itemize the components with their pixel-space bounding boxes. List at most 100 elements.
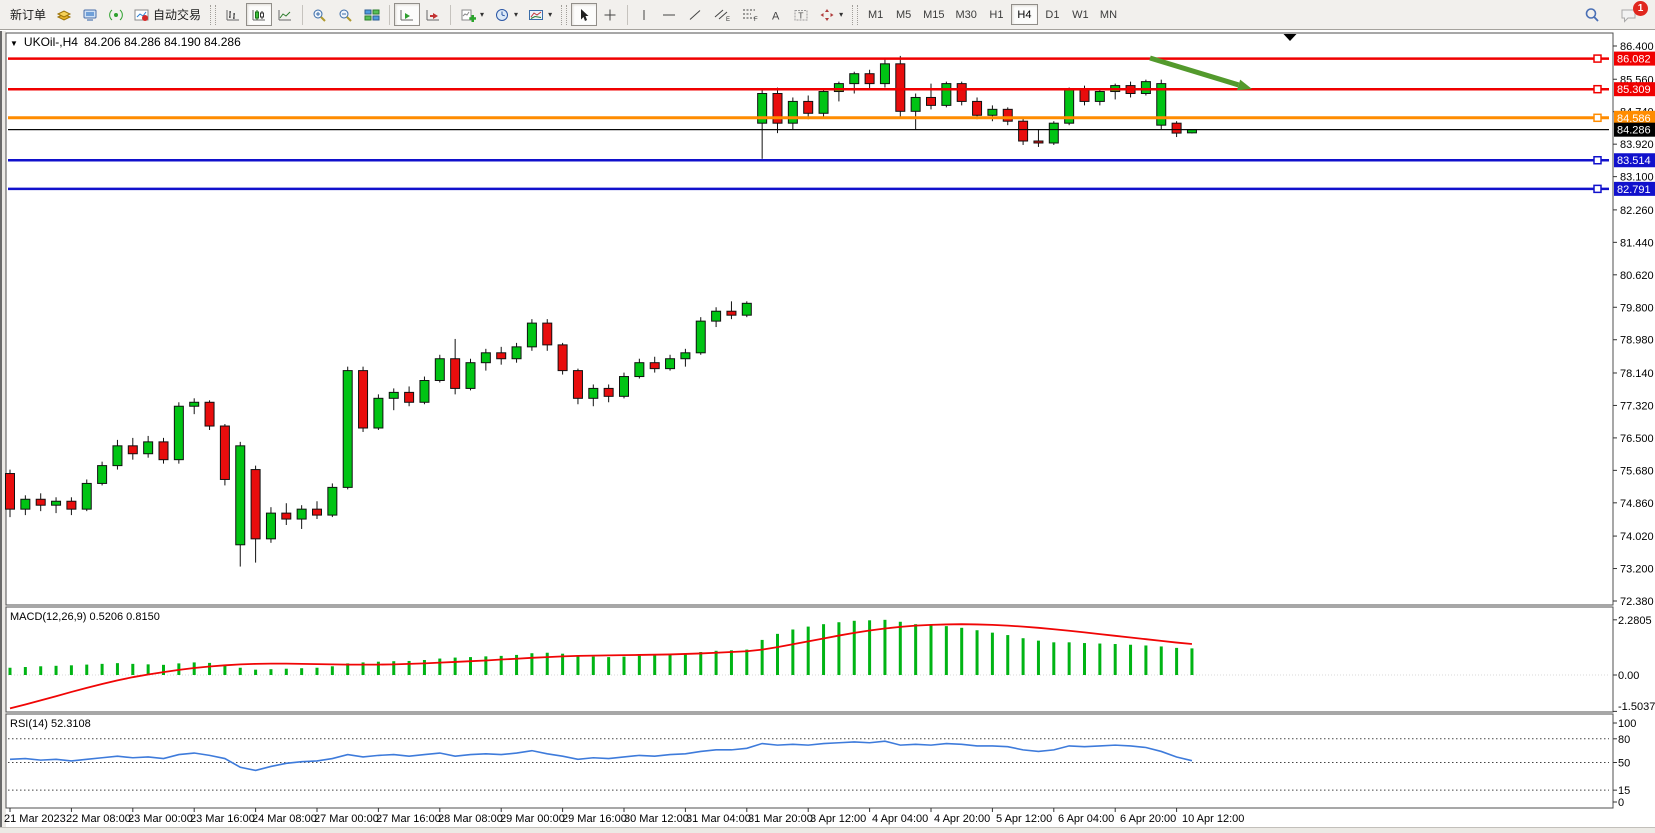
trendline-button[interactable] [682, 3, 708, 26]
candle [941, 83, 952, 106]
candle [695, 320, 706, 354]
macd-bar [115, 663, 119, 675]
timeframe-button-M5[interactable]: M5 [890, 4, 917, 25]
zoom-in-button[interactable] [307, 3, 333, 26]
bar-chart-icon [225, 8, 241, 22]
candle [603, 387, 614, 397]
time-axis-label: 3 Apr 12:00 [810, 813, 866, 825]
timeframe-button-M1[interactable]: M1 [862, 4, 889, 25]
zoom-out-button[interactable] [333, 3, 359, 26]
timeframe-button-H1[interactable]: H1 [983, 4, 1010, 25]
bar-chart-button[interactable] [220, 3, 246, 26]
gold-bars-button[interactable] [51, 3, 77, 26]
signals-button[interactable] [103, 3, 129, 26]
macd-bar [975, 630, 979, 675]
line-chart-button[interactable] [272, 3, 298, 26]
zoom-in-icon [312, 8, 328, 22]
macd-bar [131, 663, 135, 675]
auto-scroll-button[interactable] [394, 3, 421, 26]
horizontal-line-button[interactable] [656, 3, 682, 26]
macd-bar [1006, 635, 1010, 675]
text-button[interactable]: A [764, 3, 788, 26]
periods-button[interactable]: ▾ [489, 3, 523, 26]
notifications-button[interactable]: 1 [1614, 1, 1648, 26]
chevron-down-icon: ▾ [480, 10, 485, 19]
macd-bar [944, 626, 948, 675]
timeframe-button-M15[interactable]: M15 [918, 4, 949, 25]
autotrading-button[interactable]: 自动交易 [129, 3, 206, 26]
equidistant-channel-button[interactable]: E [708, 3, 736, 26]
time-axis-label: 22 Mar 08:00 [66, 813, 131, 825]
search-button[interactable] [1578, 3, 1606, 26]
auto-scroll-icon [399, 8, 415, 22]
macd-bar [668, 654, 672, 675]
symbol-period-label: UKOil-,H4 [23, 35, 78, 49]
macd-bar [1113, 644, 1117, 675]
templates-button[interactable]: ▾ [523, 3, 557, 26]
level-line-anchor [1593, 113, 1602, 123]
candle [864, 73, 875, 85]
candle [1002, 108, 1013, 122]
candlestick-icon [251, 8, 267, 22]
new-order-button[interactable]: 新订单 [5, 3, 51, 26]
fibonacci-icon: F [741, 7, 759, 22]
candlestick-chart-button[interactable] [246, 3, 273, 26]
time-axis-label: 27 Mar 16:00 [376, 813, 441, 825]
macd-bar [637, 655, 641, 675]
chart-shift-button[interactable] [420, 3, 446, 26]
macd-bar [223, 664, 227, 675]
svg-text:E: E [726, 17, 730, 22]
cursor-icon [576, 8, 592, 22]
toolbar-grip [561, 4, 568, 25]
macd-axis-label: 2.2805 [1618, 615, 1652, 627]
candle [1079, 89, 1090, 102]
candle [235, 445, 246, 546]
macd-bar [898, 621, 902, 675]
time-axis-label: 31 Mar 04:00 [686, 813, 751, 825]
price-label-box [1614, 110, 1655, 125]
timeframe-button-M30[interactable]: M30 [951, 4, 982, 25]
vertical-line-button[interactable] [632, 3, 656, 26]
terminal-button[interactable] [77, 3, 103, 26]
macd-bar [1175, 647, 1179, 675]
indicators-button[interactable]: ▾ [455, 3, 489, 26]
tile-windows-button[interactable] [359, 3, 385, 26]
window-left-edge [0, 31, 2, 833]
candle [665, 358, 676, 370]
timeframe-button-MN[interactable]: MN [1095, 4, 1122, 25]
macd-bar [162, 664, 165, 675]
candle [926, 96, 936, 106]
text-label-button[interactable]: T [788, 3, 814, 26]
cursor-button[interactable] [571, 3, 598, 26]
time-axis-label: 30 Mar 12:00 [624, 813, 689, 825]
symbol-dropdown-icon[interactable]: ▼ [10, 38, 18, 48]
candles-layer [5, 55, 1197, 567]
arrows-button[interactable]: ▾ [814, 3, 848, 26]
macd-bar [269, 669, 273, 675]
macd-bar [69, 665, 73, 675]
macd-bar [315, 667, 319, 675]
macd-bar [54, 665, 58, 675]
crosshair-button[interactable] [597, 3, 623, 26]
timeframe-button-W1[interactable]: W1 [1067, 4, 1094, 25]
macd-bar [392, 661, 396, 675]
arrows-icon [819, 8, 835, 22]
timeframe-button-H4[interactable]: H4 [1010, 4, 1038, 25]
candle [342, 370, 353, 488]
candle [20, 498, 31, 510]
new-order-label: 新订单 [10, 8, 47, 22]
fibonacci-button[interactable]: F [736, 3, 764, 26]
candle [189, 401, 200, 407]
macd-axis-label: -1.5037 [1618, 701, 1655, 713]
candle [956, 83, 967, 102]
crosshair-icon [602, 8, 618, 22]
time-axis-label: 28 Mar 08:00 [438, 813, 503, 825]
candle [1171, 122, 1182, 134]
macd-bar [376, 661, 380, 675]
chart-title: ▼ UKOil-,H4 84.206 84.286 84.190 84.286 [10, 35, 241, 49]
rsi-axis-label: 0 [1618, 797, 1624, 809]
candle [81, 482, 92, 510]
timeframe-button-D1[interactable]: D1 [1039, 4, 1066, 25]
time-axis-label: 6 Apr 04:00 [1058, 813, 1114, 825]
candle [526, 322, 537, 348]
